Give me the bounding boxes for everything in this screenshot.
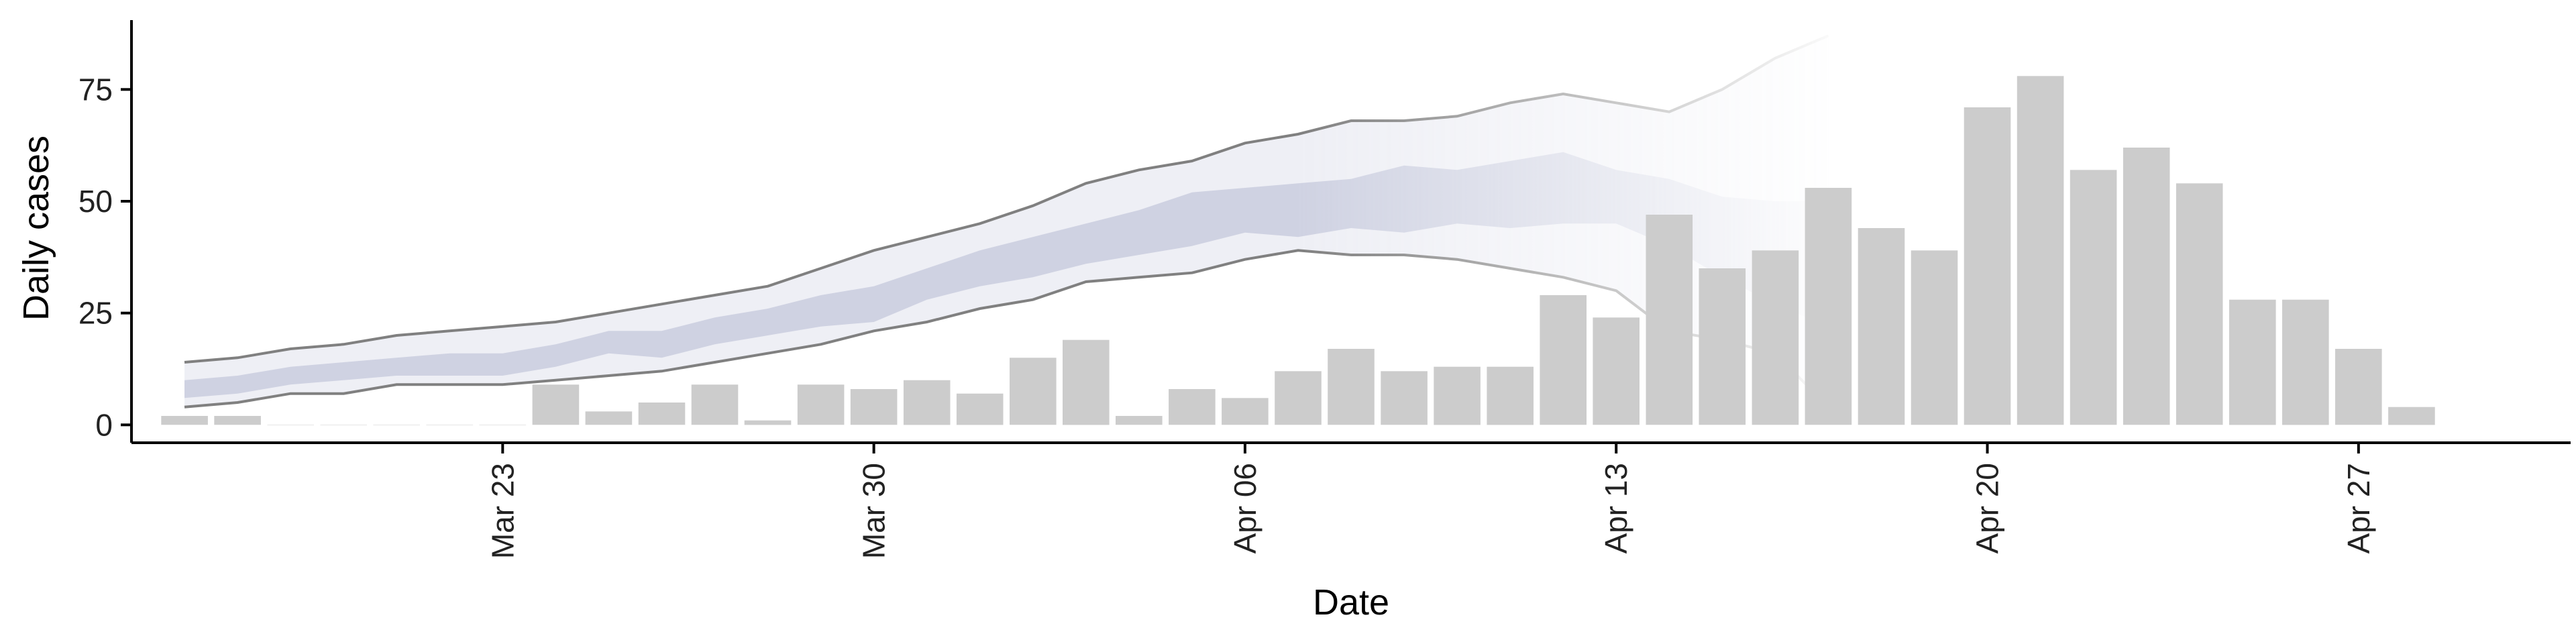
x-tick-label-apr-20: Apr 20 <box>1970 463 2005 554</box>
y-tick-label-0: 0 <box>95 407 113 442</box>
bar-2020-04-14 <box>1646 215 1693 425</box>
x-ticks: Mar 23 Mar 30 Apr 06 Apr 13 Apr 20 Apr 27 <box>485 443 2376 559</box>
bar-2020-04-08 <box>1328 349 1375 425</box>
bar-2020-03-27 <box>691 384 739 425</box>
bar-2020-04-28 <box>2388 407 2435 425</box>
bar-2020-03-30 <box>850 389 898 425</box>
bar-2020-03-29 <box>797 384 845 425</box>
bar-2020-04-19 <box>1911 250 1958 425</box>
bar-2020-04-05 <box>1169 389 1216 425</box>
bar-2020-04-18 <box>1858 228 1905 425</box>
y-axis-title: Daily cases <box>16 136 56 321</box>
bar-2020-04-11 <box>1487 366 1534 425</box>
bar-2020-04-22 <box>2070 170 2117 425</box>
nowcast-upper-line <box>184 34 1829 364</box>
y-tick-label-75: 75 <box>78 72 113 107</box>
nowcast-inner-band <box>184 152 1829 398</box>
nowcast-layer <box>184 34 1829 409</box>
bars <box>161 76 2435 425</box>
bar-2020-04-17 <box>1805 188 1852 425</box>
bar-2020-04-13 <box>1593 317 1640 425</box>
y-tick-label-50: 50 <box>78 184 113 219</box>
bar-2020-04-15 <box>1699 268 1746 425</box>
x-tick-label-mar-30: Mar 30 <box>857 463 892 559</box>
x-tick-label-apr-27: Apr 27 <box>2341 463 2376 554</box>
nowcast-outer-band <box>184 36 1829 407</box>
bar-2020-03-31 <box>903 380 951 425</box>
x-axis-title: Date <box>1313 582 1389 623</box>
bar-2020-04-16 <box>1752 250 1799 425</box>
bar-2020-04-01 <box>956 393 1004 425</box>
bar-2020-04-12 <box>1540 295 1587 425</box>
bar-2020-03-18 <box>214 416 261 425</box>
x-tick-label-apr-13: Apr 13 <box>1599 463 1633 554</box>
bar-2020-04-21 <box>2017 76 2064 425</box>
bar-2020-04-20 <box>1964 107 2011 425</box>
bar-2020-04-04 <box>1116 416 1163 425</box>
x-tick-label-apr-06: Apr 06 <box>1228 463 1263 554</box>
bar-2020-04-06 <box>1222 398 1269 425</box>
bar-2020-03-24 <box>532 384 580 425</box>
bar-2020-04-27 <box>2335 349 2382 425</box>
nowcast-lower-line <box>184 249 1829 409</box>
bar-2020-04-25 <box>2229 299 2276 425</box>
bar-2020-03-17 <box>161 416 208 425</box>
y-ticks: 0 25 50 75 <box>78 72 131 442</box>
bar-2020-04-07 <box>1275 371 1322 425</box>
bar-2020-04-09 <box>1381 371 1428 425</box>
bar-2020-04-23 <box>2123 148 2170 425</box>
y-tick-label-25: 25 <box>78 296 113 331</box>
bar-2020-03-25 <box>585 411 633 425</box>
x-tick-label-mar-23: Mar 23 <box>485 463 520 559</box>
bar-2020-04-10 <box>1434 366 1481 425</box>
bar-2020-03-26 <box>638 402 686 425</box>
bar-2020-04-03 <box>1063 339 1110 425</box>
bar-2020-03-28 <box>744 420 792 425</box>
bar-2020-04-02 <box>1010 358 1057 425</box>
bar-2020-04-24 <box>2176 183 2223 425</box>
bar-2020-04-26 <box>2282 299 2329 425</box>
